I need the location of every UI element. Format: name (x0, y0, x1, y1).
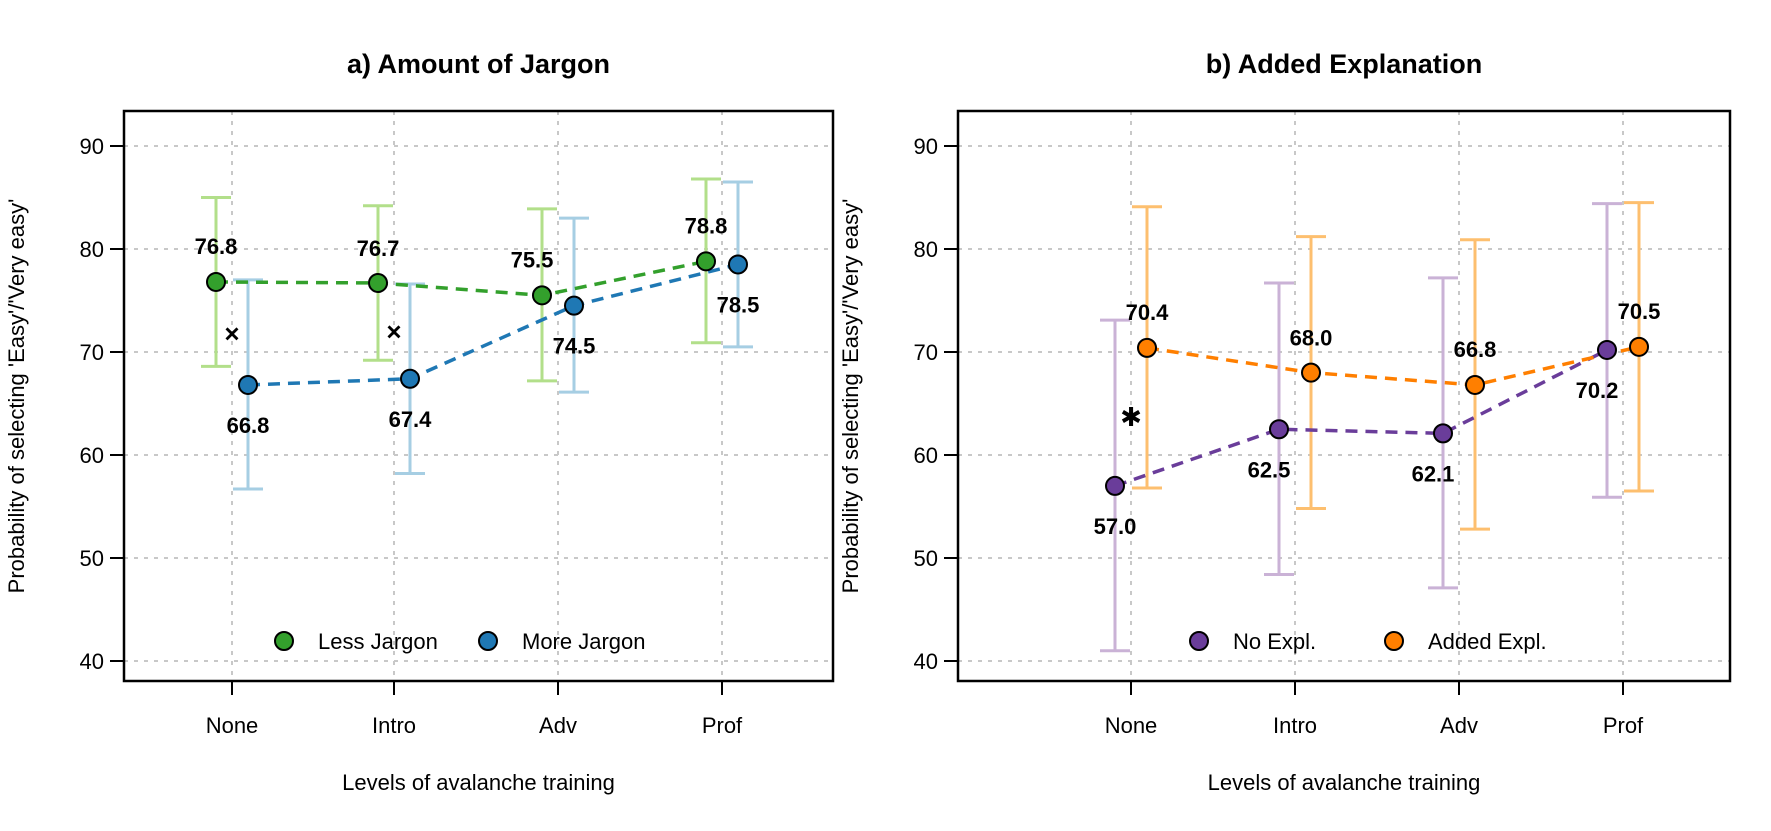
data-point (1465, 374, 1485, 395)
x-tick-label: Adv (1440, 713, 1478, 738)
plot-frame (956, 109, 1732, 683)
x-axis-label: Levels of avalanche training (342, 770, 615, 795)
y-tick-label: 40 (80, 649, 104, 674)
gridlines (124, 111, 833, 681)
data-label: 66.8 (227, 413, 270, 438)
data-point (532, 285, 552, 306)
x-tick-label: None (1105, 713, 1158, 738)
data-labels-series-2: 66.8 67.4 74.5 78.5 (227, 292, 760, 438)
significance-marker: × (386, 316, 401, 346)
data-label: 70.2 (1576, 378, 1619, 403)
error-bars-series-1 (201, 177, 721, 383)
points-series-2 (1137, 336, 1649, 395)
series-line-2 (247, 262, 739, 387)
points-series-1 (1105, 339, 1617, 496)
data-point (728, 254, 748, 275)
legend-label: More Jargon (522, 629, 646, 654)
y-tick-label: 70 (914, 340, 938, 365)
data-label: 78.8 (685, 213, 728, 238)
y-tick-label: 90 (80, 134, 104, 159)
y-tick-label: 60 (80, 443, 104, 468)
x-axis-label: Levels of avalanche training (1208, 770, 1481, 795)
series-line-1 (1114, 348, 1608, 488)
legend: Less Jargon More Jargon (274, 629, 646, 654)
data-point (1629, 336, 1649, 357)
chart-title: a) Amount of Jargon (347, 49, 610, 79)
data-point (368, 272, 388, 293)
series-line-1 (215, 259, 707, 298)
data-label: 66.8 (1454, 337, 1497, 362)
significance-marker: × (224, 318, 239, 348)
data-point (1269, 419, 1289, 440)
y-axis: 40 50 60 70 80 90 (914, 134, 958, 674)
y-tick-label: 60 (914, 443, 938, 468)
y-axis-label: Probability of selecting 'Easy'/'Very ea… (838, 199, 863, 594)
legend-marker (478, 631, 498, 651)
points-series-2 (238, 254, 748, 395)
legend-marker (1189, 631, 1209, 651)
legend-marker (274, 631, 294, 651)
panel-b: 40 50 60 70 80 90 None Intro Adv Prof b) Added Exp… (838, 49, 1732, 795)
legend-marker (1384, 631, 1404, 651)
data-label: 75.5 (511, 247, 554, 272)
y-axis: 40 50 60 70 80 90 (80, 134, 124, 674)
data-label: 68.0 (1290, 326, 1333, 351)
y-tick-label: 70 (80, 340, 104, 365)
data-label: 74.5 (553, 334, 596, 359)
x-tick-label: Intro (1273, 713, 1317, 738)
data-point (1137, 337, 1157, 358)
data-point (1433, 423, 1453, 444)
data-point (1597, 339, 1617, 360)
legend-label: Added Expl. (1428, 629, 1547, 654)
x-tick-label: Prof (702, 713, 743, 738)
x-axis: None Intro Adv Prof (1105, 681, 1644, 738)
significance-marker: ✱ (1120, 402, 1142, 432)
y-tick-label: 90 (914, 134, 938, 159)
data-label: 57.0 (1094, 514, 1137, 539)
data-point (238, 374, 258, 395)
panel-a: 40 50 60 70 80 90 None Intro Adv Prof a) Amount of… (4, 49, 835, 795)
error-bars-series-1 (1100, 202, 1622, 653)
data-label: 70.5 (1618, 299, 1661, 324)
series-line-2 (1146, 345, 1640, 387)
legend-label: No Expl. (1233, 629, 1316, 654)
data-label: 76.7 (357, 236, 400, 261)
data-label: 62.5 (1248, 457, 1291, 482)
data-point (1301, 362, 1321, 383)
y-tick-label: 50 (80, 546, 104, 571)
y-tick-label: 80 (80, 237, 104, 262)
error-bars-series-2 (233, 180, 753, 491)
data-point (400, 368, 420, 389)
data-labels-series-1: 76.8 76.7 75.5 78.8 (195, 213, 728, 272)
data-label: 70.4 (1126, 300, 1170, 325)
data-label: 67.4 (389, 407, 433, 432)
data-point (206, 271, 226, 292)
data-point (1105, 475, 1125, 496)
y-axis-label: Probability of selecting 'Easy'/'Very ea… (4, 199, 29, 594)
data-label: 62.1 (1412, 461, 1455, 486)
data-point (696, 251, 716, 272)
legend-label: Less Jargon (318, 629, 438, 654)
data-label: 78.5 (717, 292, 760, 317)
y-tick-label: 50 (914, 546, 938, 571)
x-tick-label: Intro (372, 713, 416, 738)
y-tick-label: 40 (914, 649, 938, 674)
legend: No Expl. Added Expl. (1189, 629, 1547, 654)
x-axis: None Intro Adv Prof (206, 681, 743, 738)
data-labels-series-2: 70.4 68.0 66.8 70.5 (1126, 299, 1661, 362)
x-tick-label: Prof (1603, 713, 1644, 738)
x-tick-label: None (206, 713, 259, 738)
data-label: 76.8 (195, 234, 238, 259)
data-labels-series-1: 57.0 62.5 62.1 70.2 (1094, 378, 1619, 539)
plot-frame (122, 109, 835, 683)
points-series-1 (206, 251, 716, 306)
data-point (564, 295, 584, 316)
x-tick-label: Adv (539, 713, 577, 738)
y-tick-label: 80 (914, 237, 938, 262)
chart-title: b) Added Explanation (1206, 49, 1483, 79)
